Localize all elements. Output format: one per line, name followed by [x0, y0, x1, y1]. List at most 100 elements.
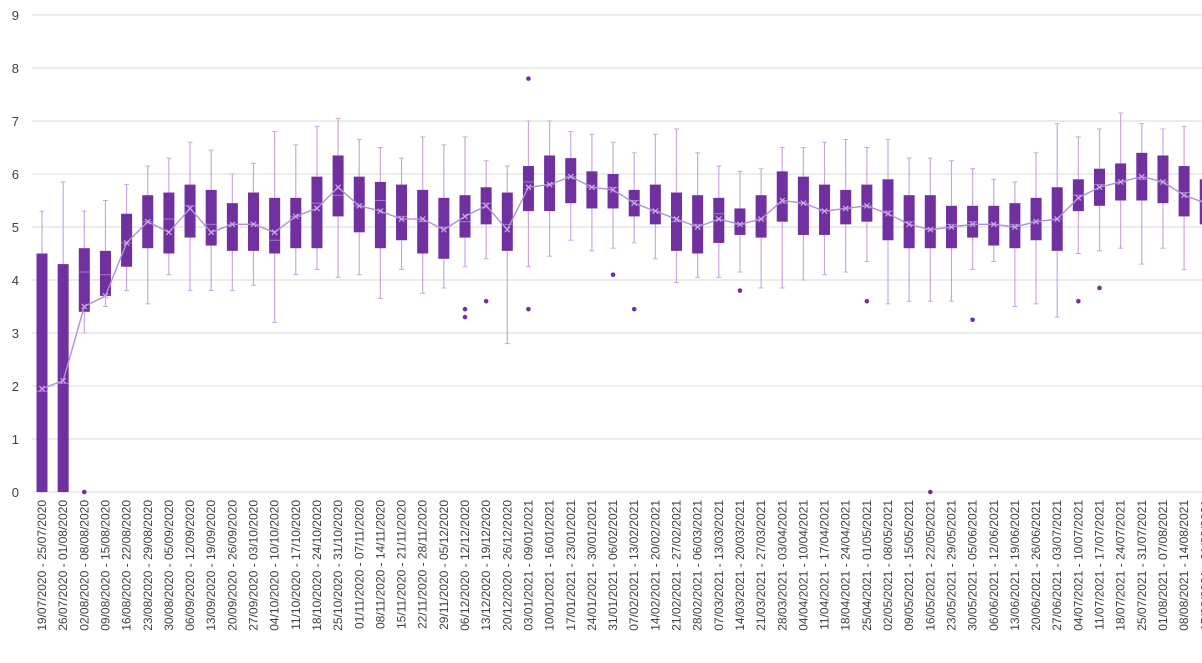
mean-marker-stroke-b [990, 221, 997, 228]
mean-marker-stroke-b [123, 239, 130, 246]
y-tick-label-8: 8 [12, 61, 19, 76]
box-26 [586, 133, 598, 252]
x-tick-label-35: 28/03/2021 - 03/04/2021 [775, 500, 789, 631]
x-tick-label-45: 06/06/2021 - 12/06/2021 [987, 500, 1001, 631]
box-46 [1009, 181, 1021, 307]
x-tick-label-36: 04/04/2021 - 10/04/2021 [796, 500, 810, 631]
outlier-23-1 [526, 306, 531, 312]
mean-marker-51 [1117, 178, 1124, 185]
mean-marker-stroke-b [863, 202, 870, 209]
x-tick-label-16: 08/11/2020 - 14/11/2020 [373, 500, 387, 629]
box-body [797, 176, 809, 235]
box-12 [290, 144, 302, 276]
y-tick-label-5: 5 [12, 220, 19, 235]
mean-marker-stroke-b [292, 213, 299, 220]
box-6 [163, 157, 175, 276]
box-52 [1136, 123, 1148, 265]
y-tick-label-1: 1 [12, 432, 19, 447]
mean-marker-36 [800, 200, 807, 207]
x-tick-label-28: 07/02/2021 - 13/02/2021 [627, 500, 641, 631]
mean-marker-42 [927, 226, 934, 233]
x-tick-label-24: 10/01/2021 - 16/01/2021 [543, 500, 557, 631]
box-35 [776, 147, 788, 289]
box-25 [565, 131, 577, 241]
mean-marker-stroke-b [567, 173, 574, 180]
x-tick-label-7: 06/09/2020 - 12/09/2020 [183, 500, 197, 631]
mean-marker-stroke-b [461, 213, 469, 220]
box-24 [544, 120, 556, 257]
box-37 [819, 141, 831, 276]
outlier-27-0 [610, 272, 616, 278]
mean-marker-stroke-b [1159, 178, 1166, 185]
outlier-2-0 [82, 489, 87, 495]
x-tick-label-33: 14/03/2021 - 20/03/2021 [733, 500, 747, 631]
mean-marker-34 [758, 216, 765, 223]
box-9 [226, 173, 238, 292]
x-tick-label-1: 26/07/2020 - 01/08/2020 [56, 500, 70, 631]
x-tick-label-38: 18/04/2021 - 24/04/2021 [839, 500, 853, 631]
x-tick-label-5: 23/08/2020 - 29/08/2020 [141, 500, 155, 631]
box-body [57, 264, 69, 492]
box-body [607, 174, 619, 209]
mean-marker-stroke-b [631, 200, 638, 207]
box-body [734, 208, 746, 235]
mean-marker-32 [715, 216, 722, 223]
box-body [311, 176, 323, 249]
mean-marker-stroke-b [419, 216, 426, 223]
mean-marker-stroke-b [271, 229, 278, 236]
box-33 [734, 170, 746, 273]
mean-marker-41 [906, 221, 913, 228]
box-body [1009, 203, 1021, 249]
mean-marker-27 [610, 186, 617, 193]
mean-marker-stroke-b [1096, 184, 1103, 191]
mean-marker-0 [38, 385, 46, 392]
x-tick-label-27: 31/01/2021 - 06/02/2021 [606, 500, 620, 631]
x-tick-label-14: 25/10/2020 - 31/10/2020 [331, 500, 345, 631]
x-tick-label-8: 13/09/2020 - 19/09/2020 [204, 500, 218, 631]
mean-marker-39 [863, 202, 870, 209]
box-32 [713, 165, 725, 278]
box-20 [459, 136, 471, 268]
outlier-49-0 [1076, 298, 1081, 304]
box-body [501, 192, 513, 251]
mean-marker-stroke-b [546, 181, 553, 188]
mean-marker-16 [377, 208, 384, 215]
mean-marker-30 [673, 216, 680, 223]
box-body [755, 195, 767, 238]
y-tick-label-0: 0 [12, 485, 19, 500]
box-53 [1157, 128, 1169, 249]
mean-marker-4 [123, 239, 130, 246]
x-tick-label-17: 15/11/2020 - 21/11/2020 [395, 500, 409, 629]
mean-marker-stroke-b [673, 216, 680, 223]
box-0 [36, 210, 48, 493]
box-29 [649, 133, 661, 260]
box-8 [205, 149, 217, 292]
x-tick-label-51: 18/07/2021 - 24/07/2021 [1114, 500, 1128, 631]
box-40 [882, 139, 894, 305]
mean-marker-33 [736, 221, 743, 228]
y-tick-label-7: 7 [12, 114, 19, 129]
x-tick-label-13: 18/10/2020 - 24/10/2020 [310, 500, 324, 631]
mean-marker-stroke-b [800, 200, 807, 207]
box-18 [417, 136, 429, 294]
mean-marker-1 [60, 377, 67, 384]
mean-line [38, 173, 1202, 392]
y-tick-label-3: 3 [12, 326, 19, 341]
box-39 [861, 147, 873, 262]
x-tick-label-4: 16/08/2020 - 22/08/2020 [120, 500, 134, 631]
box-body [163, 192, 175, 254]
box-body [1030, 197, 1042, 241]
mean-marker-54 [1181, 192, 1188, 199]
plot-area [36, 76, 1202, 495]
x-tick-label-10: 27/09/2020 - 03/10/2020 [247, 500, 261, 631]
mean-marker-stroke-b [758, 216, 765, 223]
x-tick-label-47: 20/06/2021 - 26/06/2021 [1029, 500, 1043, 631]
mean-marker-stroke-b [842, 205, 849, 212]
box-22 [501, 165, 513, 345]
x-tick-label-6: 30/08/2020 - 05/09/2020 [162, 500, 176, 631]
y-tick-label-6: 6 [12, 167, 19, 182]
x-tick-label-44: 30/05/2021 - 05/06/2021 [966, 500, 980, 631]
mean-marker-52 [1138, 173, 1145, 180]
x-tick-label-34: 21/03/2021 - 27/03/2021 [754, 500, 768, 631]
